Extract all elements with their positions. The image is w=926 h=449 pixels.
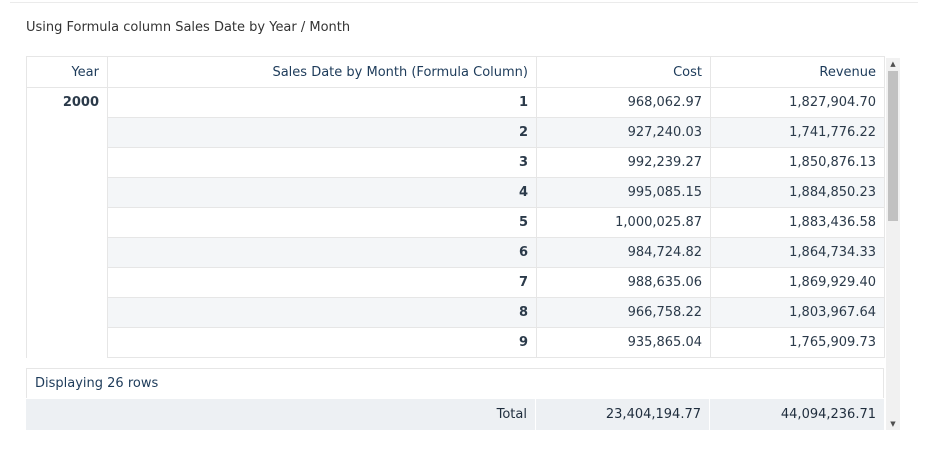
cost-cell: 927,240.03 — [536, 117, 711, 148]
row-count-footer: Displaying 26 rows — [26, 368, 884, 398]
top-divider — [10, 2, 918, 3]
table-row[interactable]: 9 935,865.04 1,765,909.73 — [27, 327, 885, 358]
revenue-cell: 1,864,734.33 — [710, 237, 885, 268]
cost-cell: 1,000,025.87 — [536, 207, 711, 238]
scroll-thumb[interactable] — [888, 71, 898, 221]
month-cell: 4 — [107, 177, 537, 208]
revenue-cell: 1,869,929.40 — [710, 267, 885, 298]
month-cell: 5 — [107, 207, 537, 238]
month-cell: 7 — [107, 267, 537, 298]
table-row[interactable]: 3 992,239.27 1,850,876.13 — [27, 147, 885, 178]
scroll-down-icon[interactable]: ▼ — [890, 420, 896, 428]
table-row[interactable]: 7 988,635.06 1,869,929.40 — [27, 267, 885, 298]
month-cell: 8 — [107, 297, 537, 328]
total-revenue: 44,094,236.71 — [780, 407, 876, 422]
cost-cell: 988,635.06 — [536, 267, 711, 298]
data-table: Year Sales Date by Month (Formula Column… — [26, 56, 885, 430]
revenue-cell: 1,850,876.13 — [710, 147, 885, 178]
table-row[interactable]: 2 927,240.03 1,741,776.22 — [27, 117, 885, 148]
column-header-cost[interactable]: Cost — [536, 56, 711, 88]
column-header-revenue[interactable]: Revenue — [710, 56, 885, 88]
revenue-cell: 1,765,909.73 — [710, 327, 885, 358]
vertical-scrollbar[interactable]: ▲ ▼ — [886, 58, 900, 430]
table-row[interactable]: 5 1,000,025.87 1,883,436.58 — [27, 207, 885, 238]
table-row[interactable]: 4 995,085.15 1,884,850.23 — [27, 177, 885, 208]
month-cell: 6 — [107, 237, 537, 268]
total-cost: 23,404,194.77 — [536, 399, 710, 430]
month-cell: 2 — [107, 117, 537, 148]
cost-cell: 992,239.27 — [536, 147, 711, 178]
month-cell: 9 — [107, 327, 537, 358]
revenue-cell: 1,884,850.23 — [710, 177, 885, 208]
table-row[interactable]: 2000 1 968,062.97 1,827,904.70 — [26, 87, 885, 358]
cost-cell: 966,758.22 — [536, 297, 711, 328]
revenue-cell: 1,883,436.58 — [710, 207, 885, 238]
table-row[interactable]: 6 984,724.82 1,864,734.33 — [27, 237, 885, 268]
scroll-up-icon[interactable]: ▲ — [890, 60, 896, 68]
year-cell: 2000 — [26, 87, 108, 358]
cost-cell: 968,062.97 — [536, 87, 711, 118]
header-row: Year Sales Date by Month (Formula Column… — [26, 56, 885, 88]
month-cell: 3 — [107, 147, 537, 178]
revenue-cell: 1,803,967.64 — [710, 297, 885, 328]
cost-cell: 984,724.82 — [536, 237, 711, 268]
revenue-cell: 1,827,904.70 — [710, 87, 885, 118]
table-row[interactable]: 8 966,758.22 1,803,967.64 — [27, 297, 885, 328]
revenue-cell: 1,741,776.22 — [710, 117, 885, 148]
month-cell: 1 — [107, 87, 537, 118]
total-label: Total — [26, 399, 536, 430]
total-row: Total 23,404,194.77 44,094,236.71 — [26, 399, 884, 430]
cost-cell: 995,085.15 — [536, 177, 711, 208]
column-header-month[interactable]: Sales Date by Month (Formula Column) — [107, 56, 537, 88]
table-grid: Year Sales Date by Month (Formula Column… — [26, 56, 885, 358]
cost-cell: 935,865.04 — [536, 327, 711, 358]
page-title: Using Formula column Sales Date by Year … — [26, 20, 351, 35]
column-header-year[interactable]: Year — [26, 56, 108, 88]
